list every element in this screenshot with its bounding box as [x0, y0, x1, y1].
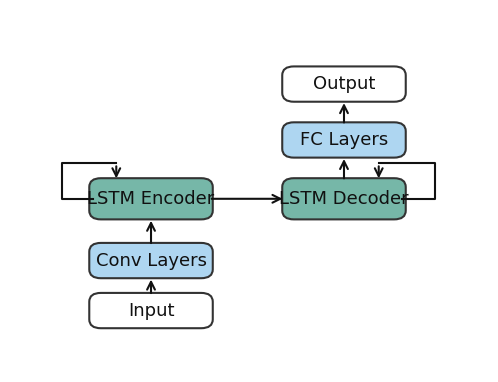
- FancyBboxPatch shape: [282, 66, 406, 102]
- Text: LSTM Encoder: LSTM Encoder: [87, 190, 215, 208]
- FancyBboxPatch shape: [89, 293, 213, 328]
- Text: LSTM Decoder: LSTM Decoder: [279, 190, 409, 208]
- Text: Input: Input: [128, 301, 174, 320]
- Text: FC Layers: FC Layers: [300, 131, 388, 149]
- Text: Conv Layers: Conv Layers: [96, 252, 207, 270]
- FancyBboxPatch shape: [89, 243, 213, 278]
- FancyBboxPatch shape: [282, 122, 406, 158]
- FancyBboxPatch shape: [282, 178, 406, 219]
- Text: Output: Output: [313, 75, 375, 93]
- FancyBboxPatch shape: [89, 178, 213, 219]
